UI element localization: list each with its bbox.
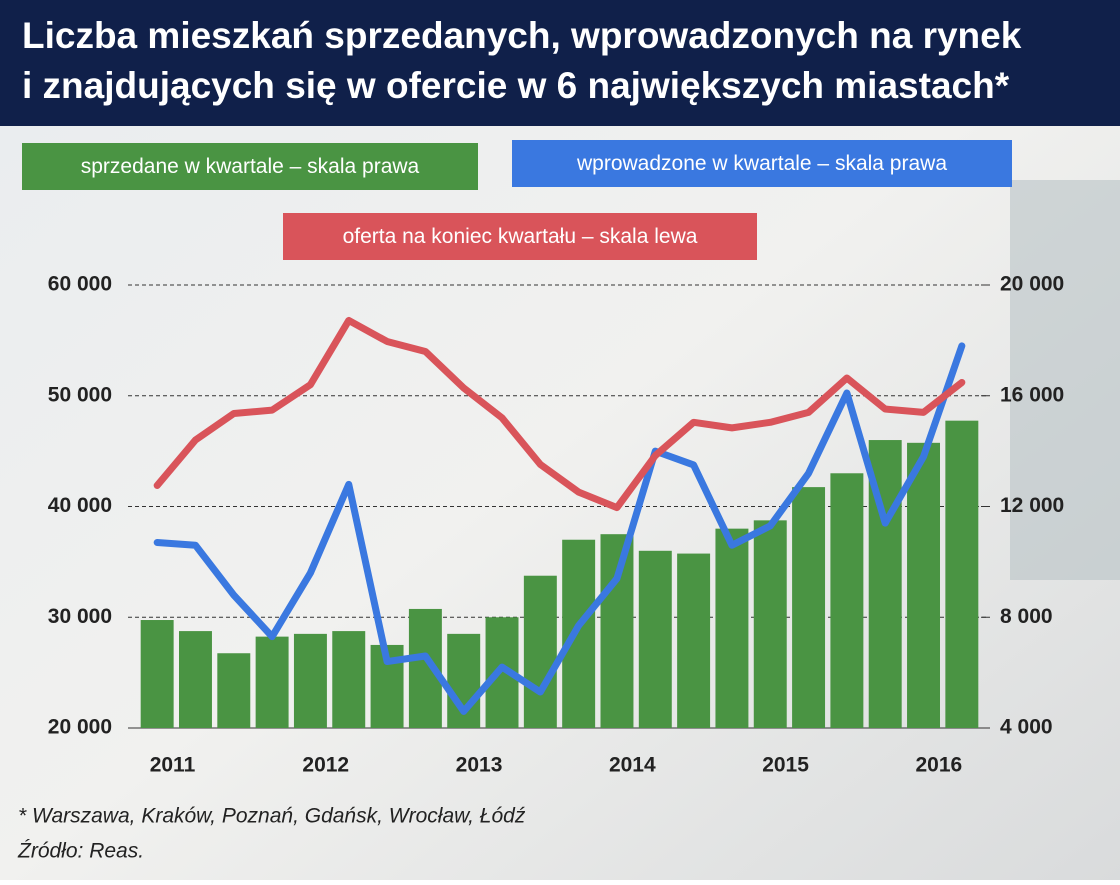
footnote: * Warszawa, Kraków, Poznań, Gdańsk, Wroc… [18,805,526,828]
bar [907,442,940,728]
chart-title: i znajdujących się w ofercie w 6 najwięk… [22,65,1010,106]
bar [753,520,787,728]
legend-label: sprzedane w kwartale – skala prawa [81,155,420,178]
line [153,316,966,512]
y2-tick-label: 4 000 [1000,716,1053,739]
y2-tick-label: 16 000 [1000,383,1064,406]
legend-label: oferta na koniec kwartału – skala lewa [343,225,698,248]
bar [523,575,557,728]
bar [600,534,634,728]
bar [332,631,366,728]
bar [792,487,826,728]
bar [562,539,596,728]
x-tick-label: 2012 [302,754,349,777]
x-tick-label: 2011 [150,754,196,777]
y2-tick-label: 12 000 [1000,494,1064,517]
x-tick-label: 2015 [762,754,809,777]
legend-box [512,140,1012,187]
bar [217,653,251,728]
y-tick-label: 30 000 [48,605,112,628]
bar [293,633,327,728]
y-tick-label: 40 000 [48,494,112,517]
y2-tick-label: 8 000 [1000,605,1053,628]
title-band [0,0,1120,126]
x-tick-label: 2013 [456,754,503,777]
legend-box [283,213,757,260]
background-decor [1010,180,1120,580]
bar [715,528,749,728]
source: Źródło: Reas. [17,840,144,863]
y-tick-label: 50 000 [48,383,112,406]
line [153,342,966,715]
y2-tick-label: 20 000 [1000,273,1064,296]
x-tick-label: 2016 [915,754,962,777]
bar [677,553,711,728]
legend-label: wprowadzone w kwartale – skala prawa [576,152,947,175]
chart-title: Liczba mieszkań sprzedanych, wprowadzony… [22,15,1022,56]
bar [140,620,174,728]
bar [830,473,864,728]
y-tick-label: 60 000 [48,273,112,296]
y-tick-label: 20 000 [48,716,112,739]
bar [945,420,979,728]
legend-box [22,143,478,190]
bar [255,636,289,728]
bar [638,550,672,728]
x-tick-label: 2014 [609,754,656,777]
bar [179,631,212,728]
